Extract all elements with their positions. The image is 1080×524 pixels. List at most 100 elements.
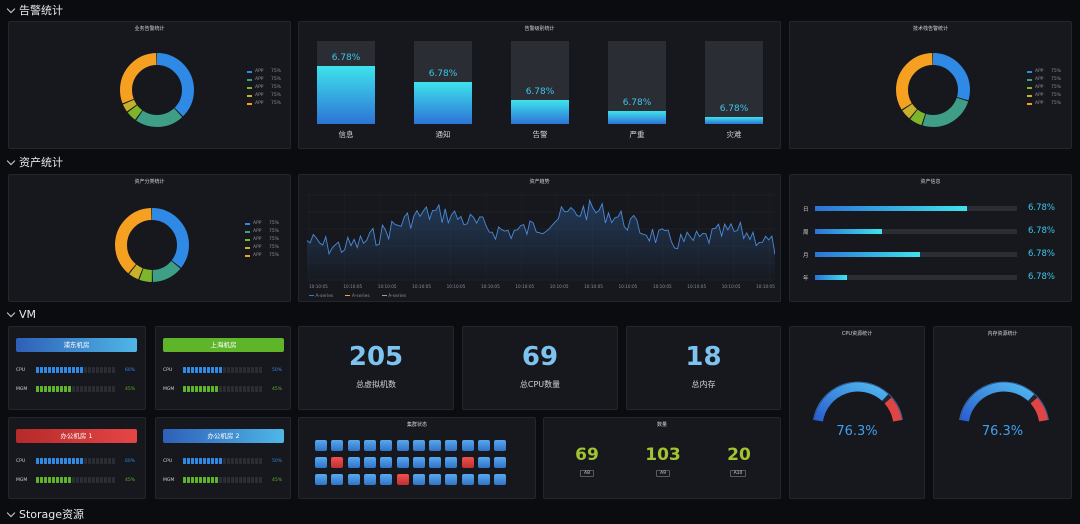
cluster-node[interactable]	[478, 440, 490, 451]
segment	[100, 458, 103, 464]
cluster-node[interactable]	[494, 440, 507, 451]
cluster-node[interactable]	[494, 474, 507, 485]
segment	[40, 367, 43, 373]
segment	[231, 367, 234, 373]
cluster-node[interactable]	[331, 457, 344, 468]
segment	[211, 386, 214, 392]
cluster-node[interactable]	[429, 457, 442, 468]
segment	[64, 477, 67, 483]
row-value: 6.78%	[1028, 272, 1056, 282]
cluster-node[interactable]	[363, 457, 376, 468]
cluster-node[interactable]	[347, 440, 360, 451]
cluster-node[interactable]	[412, 457, 425, 468]
trend-line-chart	[307, 189, 775, 283]
segment	[243, 477, 246, 483]
segment	[36, 386, 39, 392]
segment	[92, 386, 95, 392]
cluster-node[interactable]	[347, 457, 360, 468]
metric-label: CPU	[16, 458, 26, 464]
segment-bar	[36, 386, 115, 392]
cluster-node[interactable]	[461, 457, 474, 468]
bar-label: 告警	[532, 130, 548, 139]
cluster-node[interactable]	[396, 457, 409, 468]
bar-value: 6.78%	[331, 53, 361, 63]
segment	[195, 367, 198, 373]
cluster-node[interactable]	[347, 474, 360, 485]
segment	[259, 367, 262, 373]
count-value: 103	[645, 445, 681, 465]
segment	[104, 367, 107, 373]
cluster-node[interactable]	[445, 474, 458, 485]
x-tick: 10:10:05	[515, 284, 535, 289]
segment	[92, 458, 95, 464]
segment	[80, 477, 83, 483]
segment	[44, 386, 47, 392]
gauge-threshold-red	[1030, 397, 1048, 422]
donut-slice	[120, 53, 194, 127]
segment	[100, 477, 103, 483]
cluster-node[interactable]	[331, 440, 344, 451]
cluster-node[interactable]	[315, 474, 327, 485]
gauge-threshold-red	[884, 397, 902, 422]
cluster-node[interactable]	[478, 457, 490, 468]
segment	[247, 367, 250, 373]
cluster-node[interactable]	[363, 440, 376, 451]
donut-slice	[120, 53, 194, 127]
cluster-node[interactable]	[363, 474, 376, 485]
segment-bar	[183, 458, 262, 464]
cluster-node[interactable]	[315, 440, 327, 451]
cluster-node[interactable]	[461, 474, 474, 485]
segment	[231, 477, 234, 483]
cluster-node[interactable]	[380, 457, 393, 468]
segment	[92, 367, 95, 373]
segment	[239, 458, 242, 464]
x-tick: 10:10:05	[756, 284, 775, 289]
bar-fill	[317, 66, 375, 124]
segment	[96, 367, 99, 373]
cluster-node[interactable]	[396, 474, 409, 485]
panel-title: CPU资源统计	[841, 331, 873, 337]
cluster-node[interactable]	[412, 474, 425, 485]
cluster-node[interactable]	[380, 440, 393, 451]
cluster-node[interactable]	[396, 440, 409, 451]
panel-cpu-gauge: CPU资源统计 76.3%	[789, 326, 925, 499]
segment	[251, 367, 254, 373]
cluster-node[interactable]	[380, 474, 393, 485]
segment	[203, 386, 206, 392]
segment	[80, 367, 83, 373]
legend-item: APP 75%	[245, 236, 279, 244]
row-value: 6.78%	[1028, 203, 1056, 213]
segment	[72, 367, 75, 373]
bar-value: 6.78%	[525, 87, 555, 97]
panel-room-office-2: 办公机房 2 CPU 50% MGM 45%	[155, 417, 291, 499]
segment	[64, 458, 67, 464]
segment	[76, 367, 79, 373]
segment	[56, 367, 59, 373]
cluster-node[interactable]	[429, 474, 442, 485]
memory-gauge	[959, 381, 1049, 422]
cluster-node[interactable]	[478, 474, 490, 485]
cluster-node[interactable]	[429, 440, 442, 451]
cluster-node[interactable]	[445, 440, 458, 451]
segment	[211, 477, 214, 483]
panel-asset-trend: 资产趋势 10:10:05 10:10:05 10:10:05 10:10:05 10:…	[298, 174, 781, 302]
segment-bar	[183, 477, 262, 483]
section-header-vm[interactable]: VM	[6, 306, 36, 322]
section-header-alarm[interactable]: 告警统计	[6, 2, 63, 18]
x-tick: 10:10:05	[721, 284, 741, 289]
cluster-node[interactable]	[494, 457, 507, 468]
count-value: 20	[727, 445, 751, 465]
segment	[68, 367, 71, 373]
section-header-storage[interactable]: Storage资源	[6, 506, 84, 522]
cluster-node[interactable]	[331, 474, 344, 485]
cluster-node[interactable]	[315, 457, 327, 468]
cluster-node[interactable]	[461, 440, 474, 451]
legend-item: APP 75%	[245, 252, 279, 260]
cluster-node[interactable]	[445, 457, 458, 468]
count-value: 69	[575, 445, 599, 465]
segment	[52, 477, 55, 483]
cpu-usage-row: CPU 50%	[163, 367, 282, 373]
section-header-assets[interactable]: 资产统计	[6, 154, 63, 170]
cluster-node[interactable]	[412, 440, 425, 451]
panel-title: 内存资源统计	[987, 331, 1018, 337]
